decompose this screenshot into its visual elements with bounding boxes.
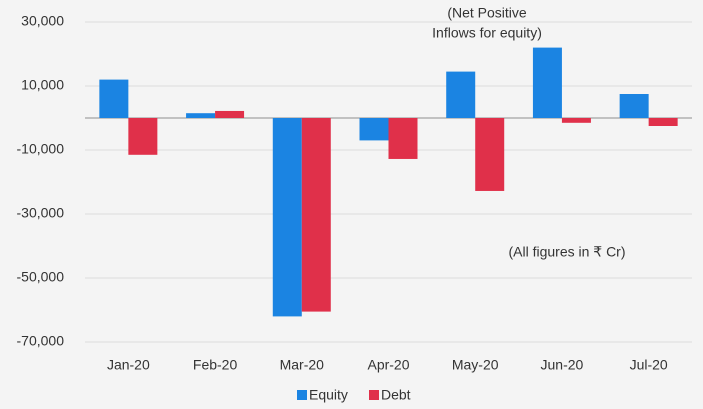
bar	[272, 118, 302, 317]
annotation: (All figures in ₹ Cr)	[508, 244, 625, 260]
legend-label: Equity	[309, 387, 348, 403]
bar	[475, 118, 505, 191]
legend-swatch	[369, 390, 379, 400]
bar	[301, 118, 331, 312]
bar	[446, 71, 476, 118]
y-tick-label: -70,000	[17, 333, 65, 349]
x-tick-label: Jun-20	[541, 357, 584, 373]
legend-swatch	[297, 390, 307, 400]
bar	[532, 47, 562, 118]
bar	[99, 79, 129, 118]
x-tick-label: May-20	[452, 357, 499, 373]
bar	[648, 118, 678, 126]
x-tick-label: Jul-20	[630, 357, 668, 373]
bar	[186, 113, 216, 118]
bar	[359, 118, 389, 141]
y-tick-label: -50,000	[17, 269, 65, 285]
y-tick-label: -10,000	[17, 141, 65, 157]
y-tick-label: 10,000	[21, 77, 64, 93]
x-tick-label: Mar-20	[280, 357, 325, 373]
y-tick-label: 30,000	[21, 13, 64, 29]
annotation: Inflows for equity)	[432, 25, 542, 41]
bar	[561, 118, 591, 123]
bar	[388, 118, 418, 159]
x-tick-label: Apr-20	[367, 357, 409, 373]
bar	[215, 110, 245, 118]
annotation: (Net Positive	[447, 5, 527, 21]
bar	[128, 118, 158, 155]
x-tick-label: Feb-20	[193, 357, 238, 373]
y-tick-label: -30,000	[17, 205, 65, 221]
legend-label: Debt	[381, 387, 411, 403]
bar	[619, 94, 649, 118]
x-tick-label: Jan-20	[107, 357, 150, 373]
